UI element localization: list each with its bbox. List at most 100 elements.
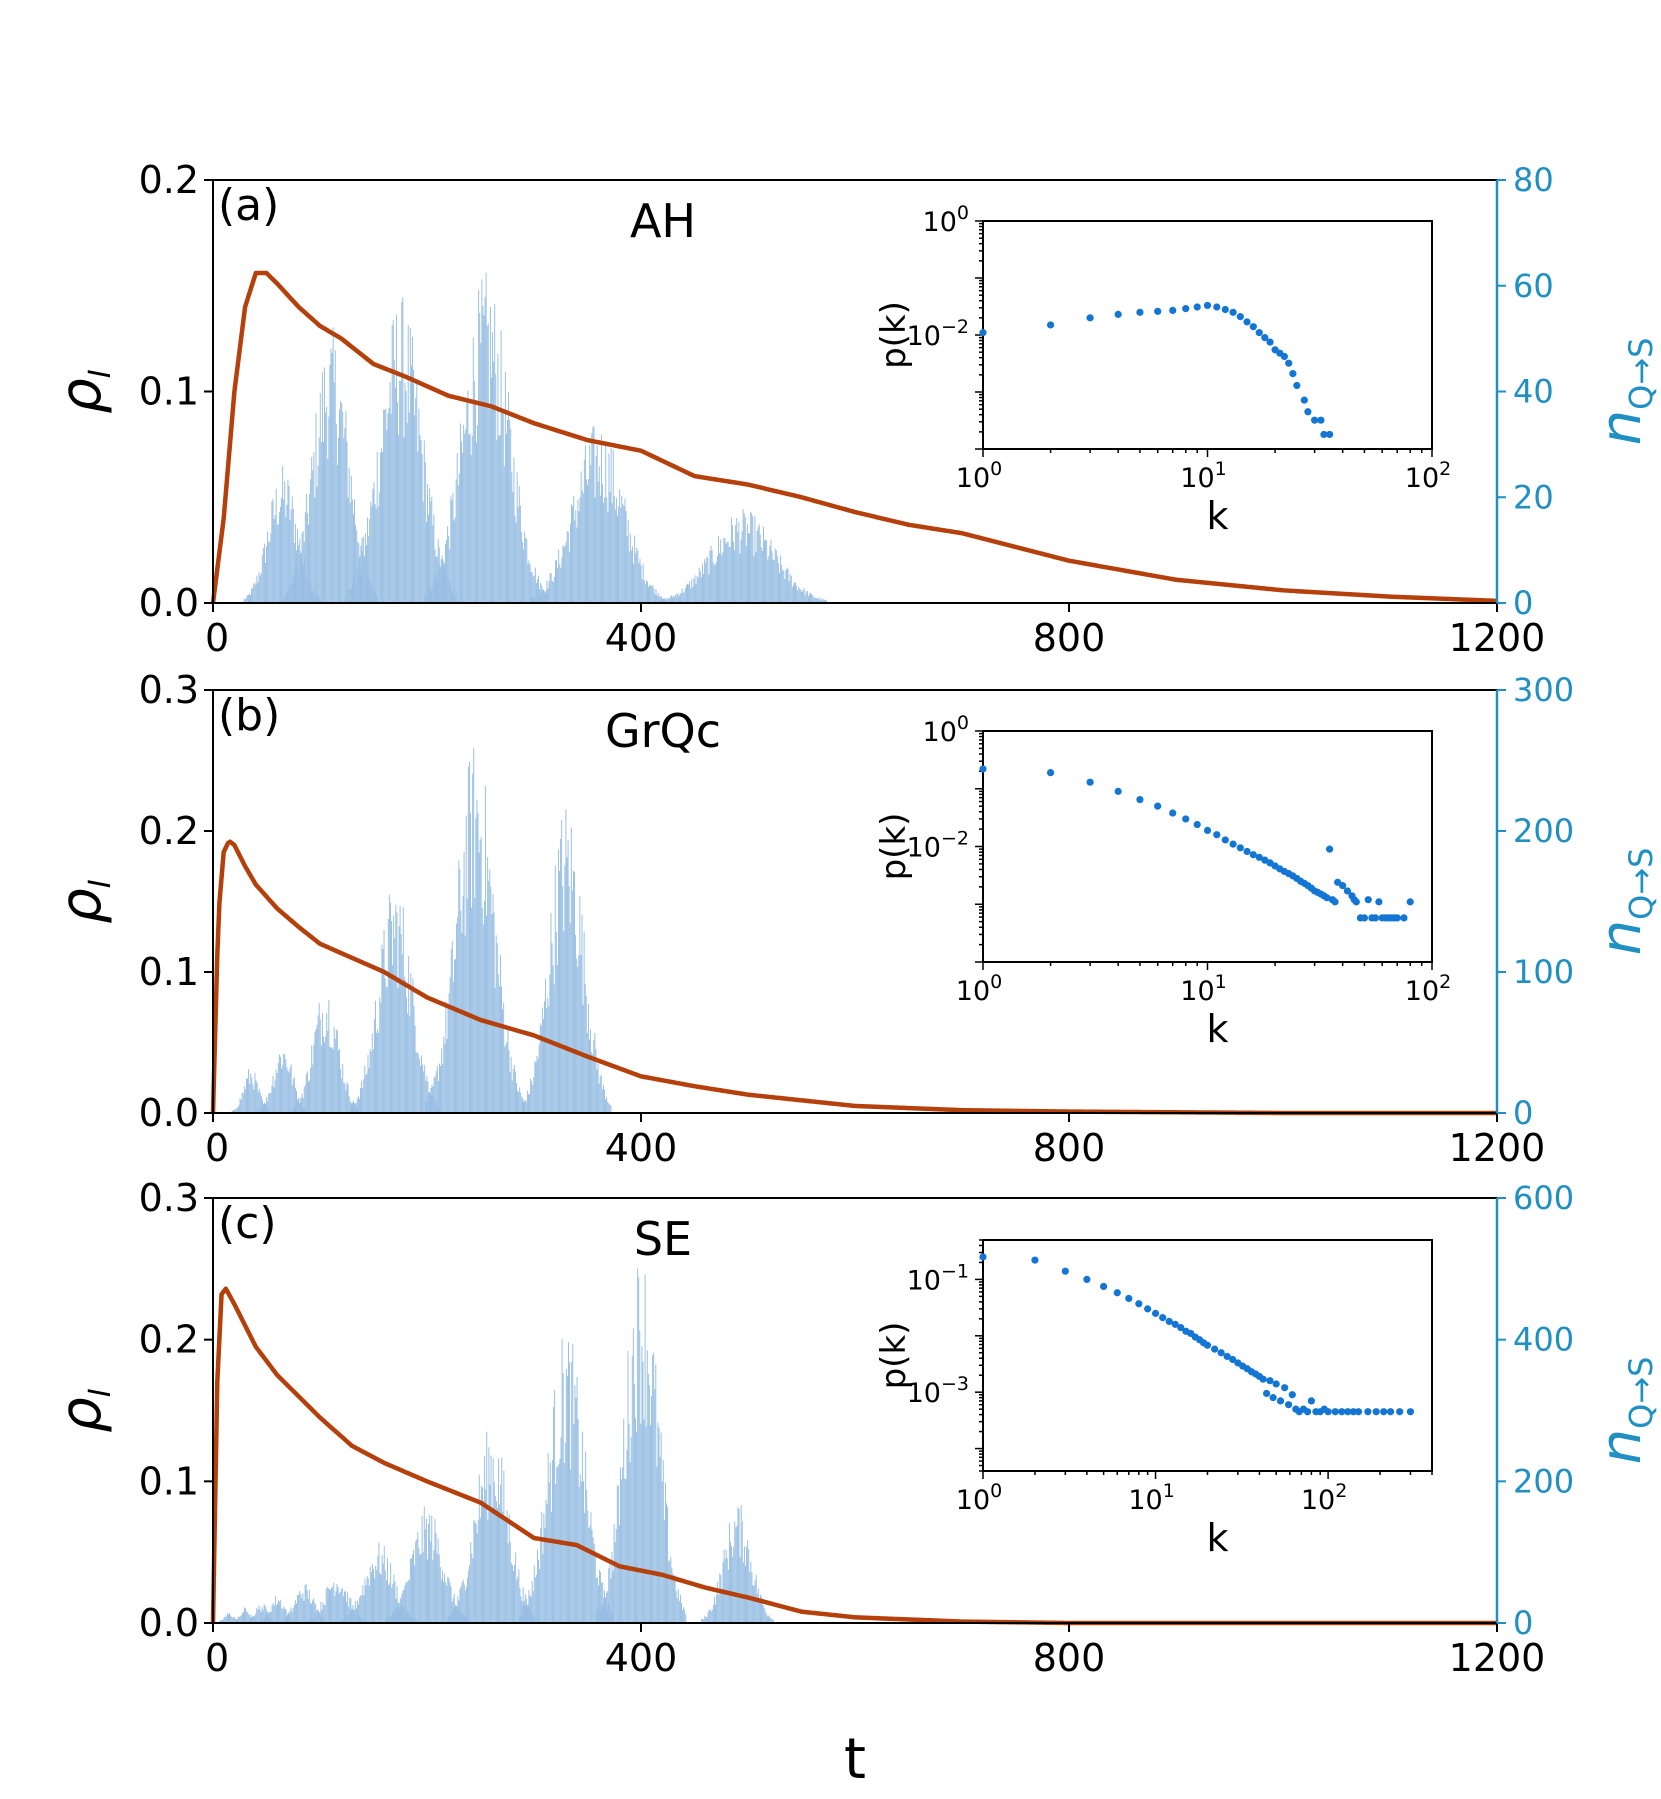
inset-y-tick-label: 10−2	[907, 828, 969, 864]
histogram-bar	[662, 600, 664, 603]
histogram-bar	[486, 1431, 488, 1623]
histogram-bar	[389, 382, 391, 603]
inset-point	[1396, 1408, 1404, 1416]
histogram-bar	[562, 545, 564, 603]
histogram-bar	[475, 1523, 477, 1623]
histogram-bar	[651, 1396, 653, 1623]
histogram-bar	[472, 337, 474, 603]
histogram-bar	[403, 976, 405, 1113]
histogram-bar	[466, 400, 468, 603]
histogram-bar	[736, 518, 738, 603]
histogram-bar	[728, 1523, 730, 1623]
inset-point	[1344, 1408, 1352, 1416]
histogram-bar	[265, 1103, 266, 1113]
histogram-bar	[440, 559, 442, 603]
histogram-bar	[527, 563, 529, 603]
histogram-bar	[581, 1431, 583, 1623]
histogram-bar	[465, 429, 467, 603]
histogram-bar	[540, 1527, 542, 1623]
histogram-bar	[278, 512, 280, 603]
histogram-bar	[440, 1066, 442, 1113]
histogram-bar	[537, 596, 539, 603]
histogram-bar	[664, 1482, 666, 1623]
histogram-bar	[263, 1619, 265, 1623]
histogram-bar	[411, 987, 413, 1113]
histogram-bar	[772, 1619, 774, 1623]
histogram-bar	[666, 1503, 667, 1623]
histogram-bar	[451, 499, 453, 603]
histogram-bar	[249, 1614, 251, 1623]
histogram-bar	[384, 409, 386, 603]
histogram-bar	[271, 501, 273, 603]
histogram-bar	[291, 1611, 293, 1623]
histogram-bar	[767, 559, 769, 603]
histogram-bar	[394, 387, 396, 603]
histogram-bar	[347, 1084, 349, 1113]
inset-point	[1203, 1341, 1212, 1349]
histogram-bar	[751, 513, 753, 603]
histogram-bar	[548, 1005, 550, 1113]
inset-point	[1276, 1397, 1285, 1405]
histogram-bar	[316, 1616, 318, 1623]
histogram-bar	[340, 1589, 342, 1623]
inset-x-tick-label: 101	[1180, 971, 1226, 1007]
histogram-bar	[576, 1377, 578, 1623]
histogram-bar	[617, 515, 618, 603]
histogram-bar	[508, 1514, 510, 1623]
histogram-bar	[257, 581, 259, 603]
histogram-bar	[287, 590, 289, 603]
histogram-bar	[644, 584, 646, 603]
histogram-bar	[450, 1614, 452, 1623]
histogram-bar	[605, 1099, 607, 1113]
histogram-bar	[466, 898, 468, 1113]
histogram-bar	[495, 1501, 497, 1623]
histogram-bar	[279, 506, 281, 603]
histogram-bar	[679, 593, 681, 603]
histogram-bar	[415, 397, 417, 603]
histogram-bar	[559, 564, 561, 603]
histogram-bar	[408, 1579, 410, 1623]
histogram-bar	[333, 1582, 335, 1623]
histogram-bar	[541, 1007, 543, 1113]
histogram-bar	[281, 1068, 283, 1113]
histogram-bar	[309, 1080, 311, 1113]
histogram-bar	[629, 1462, 631, 1623]
histogram-bar	[663, 598, 665, 603]
histogram-bar	[441, 1048, 443, 1113]
histogram-bar	[428, 1093, 430, 1113]
histogram-bar	[625, 1478, 627, 1623]
histogram-bar	[235, 1109, 237, 1113]
histogram-bar	[317, 1015, 319, 1113]
histogram-bar	[418, 1547, 420, 1623]
histogram-bar	[509, 1541, 511, 1623]
inset-point	[1114, 787, 1122, 795]
histogram-bar	[555, 1483, 557, 1623]
histogram-bar	[471, 435, 473, 603]
histogram-bar	[346, 1082, 348, 1113]
histogram-bar	[546, 1008, 548, 1113]
histogram-bar	[826, 600, 828, 603]
histogram-bar	[649, 585, 651, 603]
histogram-bar	[542, 1019, 544, 1113]
histogram-bar	[283, 594, 285, 603]
inset-points	[979, 765, 1414, 922]
histogram-bar	[752, 1585, 754, 1623]
histogram-bar	[652, 585, 654, 603]
histogram-bar	[458, 1600, 460, 1623]
histogram-bar	[332, 327, 334, 603]
histogram-bar	[747, 1540, 749, 1623]
histogram-bar	[251, 588, 253, 603]
histogram-bar	[504, 371, 506, 603]
histogram-bar	[444, 1044, 446, 1113]
histogram-bar	[430, 1541, 432, 1623]
y-right-tick-label: 100	[1513, 953, 1574, 991]
histogram-bar	[470, 1541, 472, 1623]
inset-point	[1300, 396, 1308, 404]
histogram-bar	[249, 1618, 251, 1623]
histogram-bar	[525, 1605, 527, 1623]
histogram-bar	[443, 1036, 445, 1113]
histogram-bar	[324, 367, 326, 603]
inset-y-label: p(k)	[874, 813, 914, 881]
histogram-bar	[571, 1361, 573, 1623]
histogram-bar	[579, 895, 581, 1113]
